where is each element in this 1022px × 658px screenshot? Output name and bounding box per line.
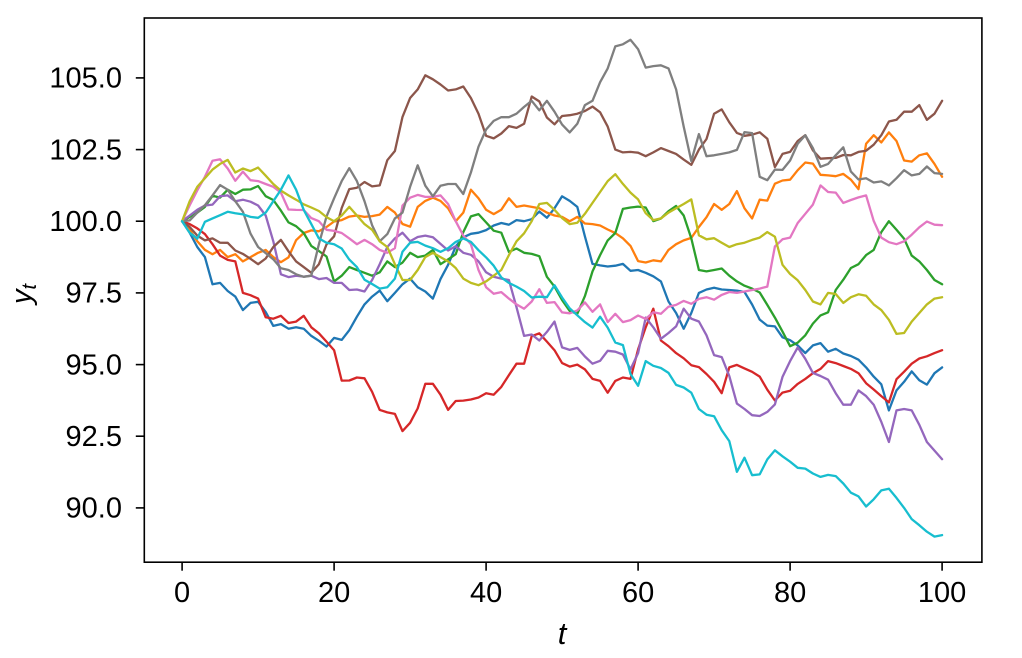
svg-text:97.5: 97.5 xyxy=(66,278,122,310)
svg-text:100.0: 100.0 xyxy=(49,206,122,238)
svg-text:20: 20 xyxy=(318,577,350,609)
svg-text:40: 40 xyxy=(470,577,502,609)
svg-text:105.0: 105.0 xyxy=(49,63,122,95)
svg-text:t: t xyxy=(558,616,568,651)
svg-text:92.5: 92.5 xyxy=(66,421,122,453)
svg-text:yt: yt xyxy=(6,283,41,307)
svg-text:90.0: 90.0 xyxy=(66,493,122,525)
svg-text:0: 0 xyxy=(174,577,190,609)
svg-text:60: 60 xyxy=(622,577,654,609)
svg-text:100: 100 xyxy=(918,577,966,609)
svg-text:102.5: 102.5 xyxy=(49,134,122,166)
svg-text:95.0: 95.0 xyxy=(66,349,122,381)
svg-text:80: 80 xyxy=(774,577,806,609)
